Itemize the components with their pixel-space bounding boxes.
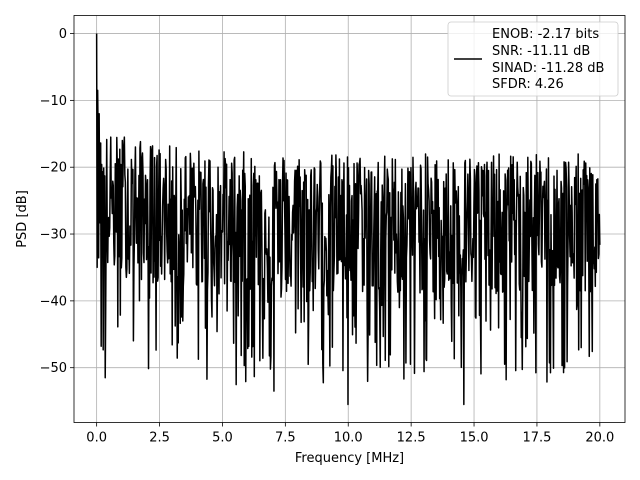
x-tick-label: 10.0: [334, 431, 363, 446]
x-tick-label: 12.5: [397, 431, 426, 446]
x-tick-label: 5.0: [212, 431, 233, 446]
y-axis: 0 −10 −20 −30 −40 −50: [40, 27, 74, 376]
legend-text-line: SINAD: -11.28 dB: [492, 61, 604, 76]
y-tick-label: −20: [40, 161, 67, 176]
x-tick-label: 20.0: [585, 431, 614, 446]
legend-text-line: SNR: -11.11 dB: [492, 44, 590, 59]
legend-box: [447, 21, 619, 97]
legend: ENOB: -2.17 bits SNR: -11.11 dB SINAD: -…: [447, 21, 619, 97]
x-axis: 0.0 2.5 5.0 7.5 10.0 12.5 15.0 17.5 20.0: [86, 422, 614, 446]
y-tick-label: −10: [40, 94, 67, 109]
x-tick-label: 0.0: [86, 431, 107, 446]
y-tick-label: 0: [59, 27, 67, 42]
plot-area: [95, 33, 601, 406]
x-tick-label: 15.0: [460, 431, 489, 446]
y-tick-label: −30: [40, 228, 67, 243]
x-tick-label: 17.5: [522, 431, 551, 446]
x-tick-label: 7.5: [275, 431, 296, 446]
legend-text-line: SFDR: 4.26: [492, 77, 564, 92]
psd-series-line: [95, 33, 601, 406]
y-axis-label: PSD [dB]: [15, 190, 30, 248]
axes-frame: [73, 15, 626, 423]
y-tick-label: −50: [40, 361, 67, 376]
x-tick-label: 2.5: [149, 431, 170, 446]
x-axis-label: Frequency [MHz]: [295, 451, 404, 466]
legend-text-line: ENOB: -2.17 bits: [492, 27, 599, 42]
y-tick-label: −40: [40, 294, 67, 309]
